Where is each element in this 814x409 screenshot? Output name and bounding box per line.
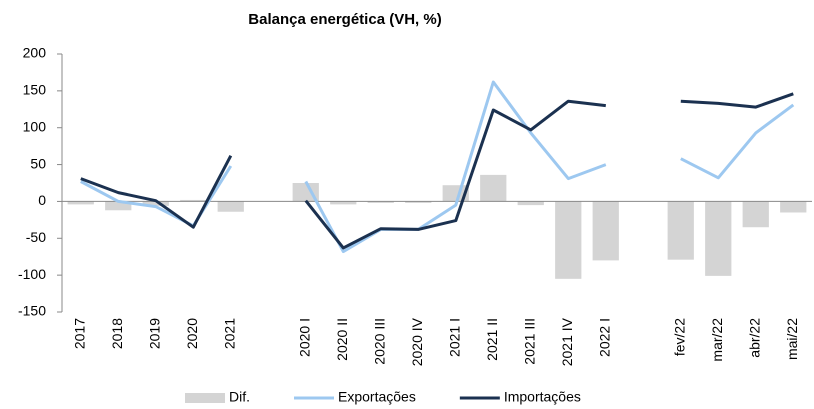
bar (67, 201, 94, 205)
y-tick-label: -100 (18, 266, 46, 282)
x-tick-label: 2021 IV (559, 317, 575, 366)
bar (217, 201, 244, 212)
x-tick-label: abr/22 (746, 318, 762, 358)
bar (705, 201, 732, 276)
bar (592, 201, 619, 261)
legend-label: Importações (504, 389, 581, 405)
x-tick-label: 2021 III (521, 318, 537, 365)
y-tick-label: 0 (38, 192, 46, 208)
x-tick-label: mai/22 (784, 318, 800, 360)
x-tick-label: 2020 III (371, 318, 387, 365)
chart-title: Balança energética (VH, %) (248, 11, 441, 28)
x-tick-label: 2021 II (484, 318, 500, 361)
x-tick-label: 2019 (146, 318, 162, 349)
x-tick-label: 2018 (109, 318, 125, 349)
legend-label: Exportações (338, 389, 416, 405)
legend-label: Dif. (229, 389, 250, 405)
y-tick-label: -150 (18, 303, 46, 319)
y-tick-label: 50 (30, 155, 46, 171)
legend-swatch (185, 393, 225, 403)
bar (667, 201, 694, 260)
x-tick-label: 2020 IV (409, 317, 425, 366)
x-tick-label: 2017 (71, 318, 87, 349)
bar (517, 201, 544, 206)
y-tick-label: 200 (23, 45, 47, 61)
x-tick-label: 2020 (184, 318, 200, 349)
x-tick-label: 2021 (221, 318, 237, 349)
bar (480, 174, 507, 202)
bar (405, 201, 432, 203)
y-tick-label: -50 (26, 229, 46, 245)
bar (180, 199, 207, 202)
x-tick-label: 2022 I (596, 318, 612, 357)
bar (330, 201, 357, 205)
y-tick-label: 100 (23, 118, 47, 134)
bar (367, 201, 394, 203)
bar (142, 201, 169, 206)
x-tick-label: 2020 II (334, 318, 350, 361)
x-tick-label: 2021 I (446, 318, 462, 357)
x-tick-label: fev/22 (671, 318, 687, 356)
x-tick-label: 2020 I (296, 318, 312, 357)
line (80, 92, 794, 250)
bar (555, 201, 582, 279)
bar (742, 201, 769, 228)
y-tick-label: 150 (23, 82, 47, 98)
bar (105, 201, 132, 211)
x-tick-label: mar/22 (709, 318, 725, 362)
bar (780, 201, 807, 213)
